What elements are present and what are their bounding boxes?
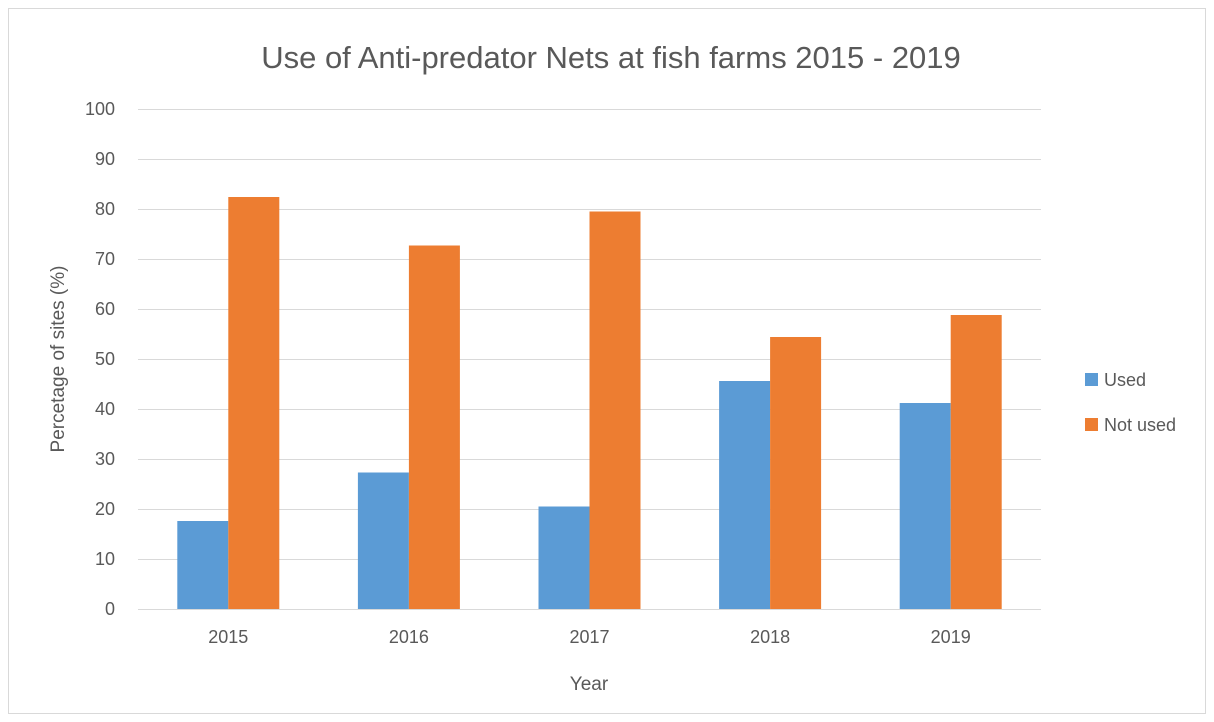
y-tick-label: 30 bbox=[95, 449, 115, 469]
bars bbox=[177, 197, 1002, 609]
chart-title: Use of Anti-predator Nets at fish farms … bbox=[261, 40, 961, 75]
y-tick-label: 70 bbox=[95, 249, 115, 269]
x-tick-label: 2018 bbox=[750, 627, 790, 647]
legend-swatch bbox=[1085, 373, 1098, 386]
bar-not-used bbox=[770, 337, 822, 609]
y-tick-label: 20 bbox=[95, 499, 115, 519]
bar-used bbox=[538, 506, 590, 609]
legend-label: Used bbox=[1104, 370, 1146, 390]
x-tick-label: 2019 bbox=[931, 627, 971, 647]
x-axis-title: Year bbox=[570, 674, 609, 695]
y-axis-title: Percetage of sites (%) bbox=[48, 266, 69, 453]
bar-used bbox=[177, 521, 229, 609]
bar-used bbox=[719, 381, 771, 609]
x-tick-label: 2017 bbox=[569, 627, 609, 647]
y-tick-label: 60 bbox=[95, 299, 115, 319]
bar-used bbox=[899, 403, 951, 609]
y-tick-label: 100 bbox=[85, 99, 115, 119]
y-tick-labels: 0 10 20 30 40 50 60 70 80 90 100 bbox=[85, 99, 115, 619]
y-tick-label: 50 bbox=[95, 349, 115, 369]
bar-not-used bbox=[228, 197, 280, 609]
bar-not-used bbox=[950, 315, 1002, 609]
y-tick-label: 90 bbox=[95, 149, 115, 169]
bar-used bbox=[357, 472, 409, 609]
y-tick-label: 40 bbox=[95, 399, 115, 419]
y-tick-label: 80 bbox=[95, 199, 115, 219]
legend: Used Not used bbox=[1085, 370, 1176, 435]
bar-not-used bbox=[589, 211, 641, 609]
x-tick-label: 2016 bbox=[389, 627, 429, 647]
bar-not-used bbox=[408, 245, 460, 609]
legend-label: Not used bbox=[1104, 415, 1176, 435]
gridlines bbox=[138, 109, 1041, 560]
x-tick-label: 2015 bbox=[208, 627, 248, 647]
legend-swatch bbox=[1085, 418, 1098, 431]
y-tick-label: 10 bbox=[95, 549, 115, 569]
x-tick-labels: 2015 2016 2017 2018 2019 bbox=[208, 627, 970, 647]
y-tick-label: 0 bbox=[105, 599, 115, 619]
